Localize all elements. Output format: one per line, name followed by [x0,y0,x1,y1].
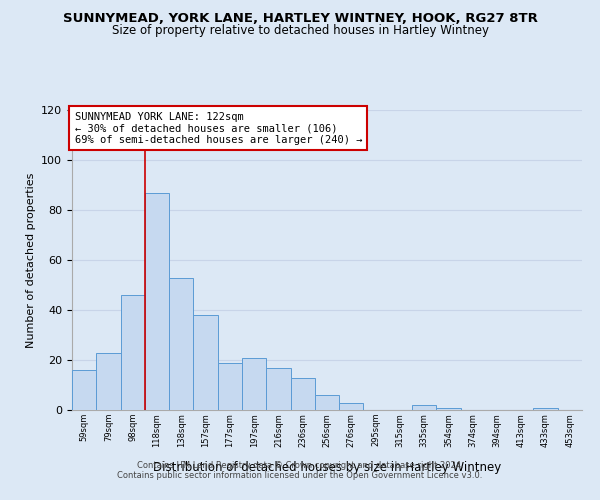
Bar [436,408,461,410]
Bar [315,395,339,410]
Bar [242,358,266,410]
Text: Contains HM Land Registry data © Crown copyright and database right 2024.
Contai: Contains HM Land Registry data © Crown c… [118,460,482,480]
Text: Size of property relative to detached houses in Hartley Wintney: Size of property relative to detached ho… [112,24,488,37]
Bar [218,362,242,410]
Bar [290,378,315,410]
Bar [169,278,193,410]
Y-axis label: Number of detached properties: Number of detached properties [26,172,35,348]
Bar [339,402,364,410]
X-axis label: Distribution of detached houses by size in Hartley Wintney: Distribution of detached houses by size … [153,460,501,473]
Bar [96,352,121,410]
Bar [121,295,145,410]
Bar [533,408,558,410]
Bar [72,370,96,410]
Bar [412,405,436,410]
Bar [266,368,290,410]
Text: SUNNYMEAD YORK LANE: 122sqm
← 30% of detached houses are smaller (106)
69% of se: SUNNYMEAD YORK LANE: 122sqm ← 30% of det… [74,112,362,144]
Bar [145,192,169,410]
Bar [193,315,218,410]
Text: SUNNYMEAD, YORK LANE, HARTLEY WINTNEY, HOOK, RG27 8TR: SUNNYMEAD, YORK LANE, HARTLEY WINTNEY, H… [62,12,538,26]
